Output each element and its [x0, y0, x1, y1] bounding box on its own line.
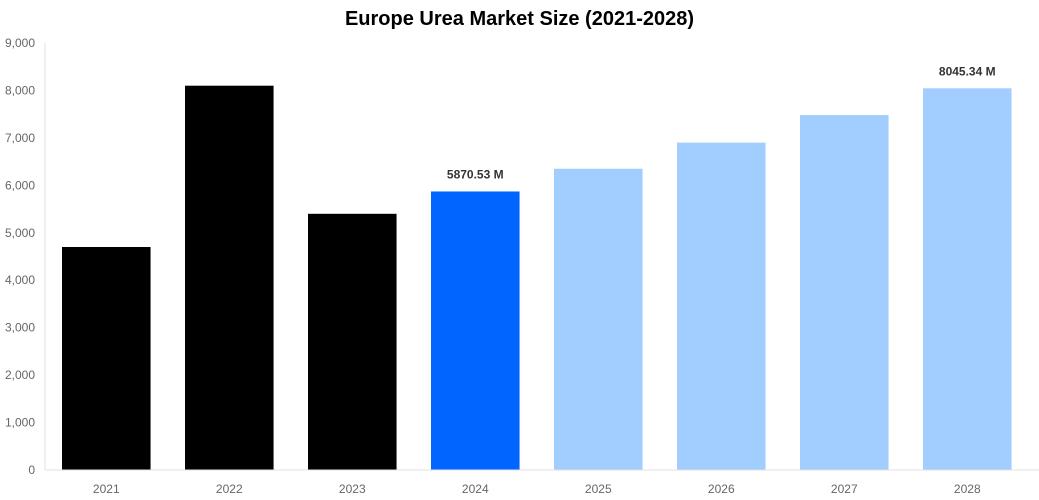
y-tick-label: 7,000	[5, 131, 35, 145]
x-tick-label: 2027	[831, 482, 858, 496]
x-tick-label: 2022	[216, 482, 243, 496]
x-tick-label: 2026	[708, 482, 735, 496]
y-axis: 0 1,000 2,000 3,000 4,000 5,000 6,000 7,000 8,00…	[5, 36, 46, 477]
bars	[62, 85, 1012, 471]
bar-2027	[800, 115, 889, 471]
y-tick-label: 1,000	[5, 416, 35, 430]
y-tick-label: 3,000	[5, 321, 35, 335]
data-label-2028: 8045.34 M	[939, 64, 996, 78]
data-labels: 5870.53 M 8045.34 M	[447, 64, 996, 181]
x-tick-label: 2021	[93, 482, 120, 496]
y-tick-label: 5,000	[5, 226, 35, 240]
y-tick-label: 9,000	[5, 36, 35, 50]
x-tick-label: 2028	[954, 482, 981, 496]
bar-2026	[677, 142, 766, 470]
x-tick-label: 2024	[462, 482, 489, 496]
bar-2028	[923, 88, 1012, 471]
y-tick-label: 6,000	[5, 178, 35, 192]
bar-2023	[308, 213, 397, 471]
chart-title: Europe Urea Market Size (2021-2028)	[344, 8, 695, 30]
bar-2025	[554, 168, 643, 470]
bar-2024	[431, 191, 520, 471]
y-tick-label: 2,000	[5, 368, 35, 382]
x-tick-label: 2025	[585, 482, 612, 496]
bar-2021	[62, 247, 151, 470]
y-tick-label: 0	[28, 463, 35, 477]
y-tick-label: 8,000	[5, 83, 35, 97]
x-axis: 2021 2022 2023 2024 2025 2026 2027 2028	[45, 469, 1039, 496]
x-tick-label: 2023	[339, 482, 366, 496]
bar-2022	[185, 85, 274, 470]
y-tick-label: 4,000	[5, 273, 35, 287]
data-label-2024: 5870.53 M	[447, 167, 504, 181]
